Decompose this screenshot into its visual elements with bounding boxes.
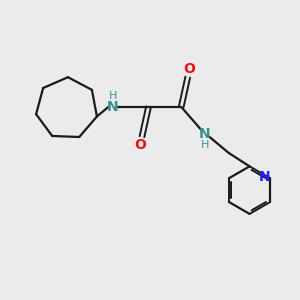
Text: O: O [183, 62, 195, 76]
Text: H: H [201, 140, 209, 150]
Text: N: N [107, 100, 119, 114]
Text: H: H [109, 91, 118, 100]
Text: N: N [199, 127, 211, 141]
Text: N: N [259, 170, 271, 184]
Text: O: O [135, 138, 146, 152]
